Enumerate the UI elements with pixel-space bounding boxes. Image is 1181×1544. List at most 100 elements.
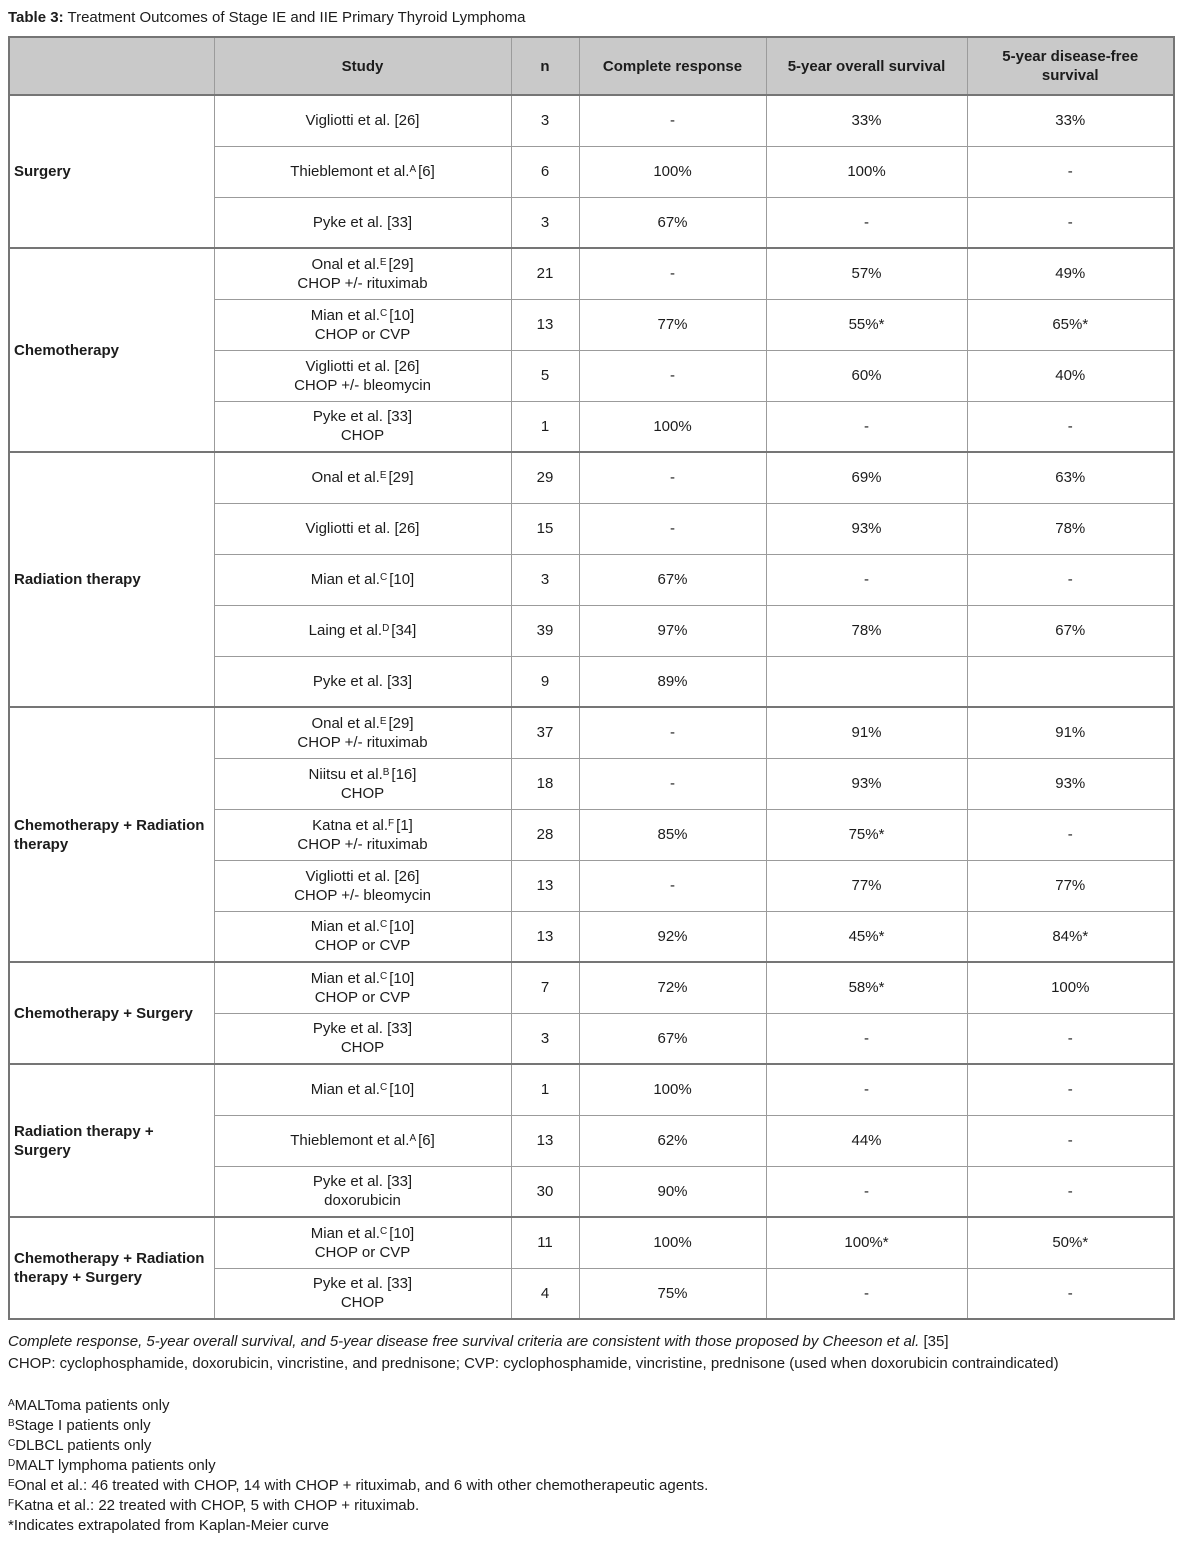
study-name: Pyke et al. [33] (219, 407, 507, 426)
study-reference: [29] (388, 469, 414, 487)
footnote-criteria: Complete response, 5-year overall surviv… (8, 1331, 1173, 1353)
category-cell: Chemotherapy (8, 247, 215, 453)
study-cell: Pyke et al. [33] CHOP (213, 1267, 512, 1320)
study-name: Onal et al.E [29] (219, 468, 507, 487)
disease-free-survival-cell: - (966, 145, 1175, 198)
study-reference: [10] (389, 571, 415, 588)
study-cell: Onal et al.E [29] CHOP +/- rituximab (213, 706, 512, 759)
study-regimen: CHOP (340, 427, 385, 445)
overall-survival-cell: 58%* (765, 961, 968, 1014)
table-row: Vigliotti et al. [26] 15-93% 78% (9, 502, 1175, 555)
category-cell: Radiation therapy + Surgery (8, 1063, 215, 1218)
footnote-superscript: A (8, 1398, 15, 1409)
table-row: Vigliotti et al. [26] CHOP +/- bleomycin 5… (9, 349, 1175, 402)
table-row: Pyke et al. [33] CHOP 1 100% - - (9, 400, 1175, 453)
study-name: Pyke et al. [33] (219, 1172, 507, 1191)
table-row: Radiation therapy Onal et al.E [29] 29-69% 6… (8, 451, 1175, 708)
footnote-text: DLBCL patients only (15, 1437, 152, 1454)
table-row: Thieblemont et al.A [6] 6 100% 100% - (9, 145, 1175, 198)
study-reference: [6] (418, 1132, 435, 1149)
study-name: Mian et al.C [10] (219, 570, 507, 589)
study-name-text: Pyke et al. [33] (312, 213, 413, 231)
study-name-text: Thieblemont et al. (290, 163, 410, 180)
table-row: Chemotherapy + Surgery Mian et al.C [10] CH… (8, 961, 1175, 1065)
study-name: Thieblemont et al.A [6] (219, 162, 507, 181)
n-cell: 1 (510, 1063, 580, 1116)
table-row: Mian et al.C [10] 3 67% - - (9, 553, 1175, 606)
study-superscript: F (388, 817, 395, 829)
study-cell: Mian et al.C [10] CHOP or CVP (213, 910, 512, 963)
table-caption: Table 3: Treatment Outcomes of Stage IE … (8, 8, 1173, 28)
study-name-text: Vigliotti et al. [26] (305, 520, 420, 537)
table-row: Chemotherapy + Radiation therapy + Surge… (8, 1216, 1175, 1320)
overall-survival-cell: 45%* (765, 910, 968, 963)
n-cell: 13 (510, 910, 580, 963)
n-cell: 3 (510, 94, 580, 147)
table-row: Mian et al.C [10] CHOP or CVP 13 77% 55%* 65%* (9, 298, 1175, 351)
study-reference: [10] (389, 1081, 415, 1099)
study-reference: [10] (389, 918, 415, 936)
overall-survival-cell: 44% (765, 1114, 968, 1167)
header-overall-survival: 5-year overall survival (765, 36, 968, 96)
study-name-text: Pyke et al. [33] (312, 672, 413, 690)
study-name: Vigliotti et al. [26] (219, 519, 507, 538)
table-row: Katna et al.F [1] CHOP +/- rituximab 28 85% 7… (9, 808, 1175, 861)
complete-response-cell: 67% (578, 1012, 767, 1065)
overall-survival-cell: - (765, 1267, 968, 1320)
n-cell: 21 (510, 247, 580, 300)
table-row: Chemotherapy Onal et al.E [29] CHOP +/- rit… (8, 247, 1175, 453)
disease-free-survival-cell: 50%* (966, 1216, 1175, 1269)
study-regimen: CHOP (340, 784, 385, 802)
study-superscript: C (379, 1082, 388, 1094)
header-complete-response: Complete response (578, 36, 767, 96)
footnote-superscript: E (8, 1478, 15, 1489)
footnotes: Complete response, 5-year overall surviv… (8, 1331, 1173, 1536)
study-name: Mian et al.C [10] (219, 969, 507, 988)
complete-response-cell: 100% (578, 145, 767, 198)
footnote-criteria-italic: Complete response, 5-year overall surviv… (8, 1333, 920, 1350)
disease-free-survival-cell (966, 655, 1175, 708)
disease-free-survival-cell: - (966, 1114, 1175, 1167)
overall-survival-cell: 100% (765, 145, 968, 198)
study-name: Onal et al.E [29] (219, 255, 507, 274)
study-name: Vigliotti et al. [26] (219, 111, 507, 130)
study-name-text: Pyke et al. [33] (312, 408, 413, 426)
footnote-superscript: B (8, 1418, 15, 1429)
header-row: Study n Complete response 5-year overall… (8, 36, 1175, 96)
study-cell: Onal et al.E [29] (213, 451, 512, 504)
disease-free-survival-cell: 67% (966, 604, 1175, 657)
footnote-line: FKatna et al.: 22 treated with CHOP, 5 w… (8, 1496, 1173, 1516)
study-name-text: Vigliotti et al. [26] (305, 112, 420, 130)
header-n: n (510, 36, 580, 96)
study-superscript: E (379, 470, 387, 482)
footnote-chop-definition: CHOP: cyclophosphamide, doxorubicin, vin… (8, 1355, 1059, 1372)
footnote-line: CDLBCL patients only (8, 1436, 1173, 1456)
study-name-text: Pyke et al. [33] (312, 1173, 413, 1191)
overall-survival-cell: 57% (765, 247, 968, 300)
study-regimen: CHOP +/- rituximab (297, 835, 428, 853)
study-name-text: Onal et al. (311, 469, 380, 487)
study-name-text: Mian et al. (310, 306, 380, 324)
study-superscript: C (379, 919, 388, 931)
disease-free-survival-cell: 91% (966, 706, 1175, 759)
study-regimen: CHOP or CVP (314, 1243, 411, 1261)
complete-response-cell: - (578, 706, 767, 759)
study-superscript: A (409, 1133, 417, 1144)
header-study: Study (213, 36, 512, 96)
study-superscript: D (382, 623, 390, 634)
disease-free-survival-cell: 78% (966, 502, 1175, 555)
study-cell: Laing et al.D [34] (213, 604, 512, 657)
overall-survival-cell: 60% (765, 349, 968, 402)
study-cell: Vigliotti et al. [26] CHOP +/- bleomycin (213, 349, 512, 402)
footnote-list: AMALToma patients only BStage I patients … (8, 1396, 1173, 1536)
study-regimen: CHOP or CVP (314, 325, 411, 343)
study-name: Thieblemont et al.A [6] (219, 1131, 507, 1150)
overall-survival-cell: 75%* (765, 808, 968, 861)
overall-survival-cell: 100%* (765, 1216, 968, 1269)
n-cell: 6 (510, 145, 580, 198)
table-row: Vigliotti et al. [26] CHOP +/- bleomycin 1… (9, 859, 1175, 912)
study-cell: Mian et al.C [10] (213, 553, 512, 606)
study-name: Pyke et al. [33] (219, 1019, 507, 1038)
n-cell: 15 (510, 502, 580, 555)
complete-response-cell: - (578, 247, 767, 300)
